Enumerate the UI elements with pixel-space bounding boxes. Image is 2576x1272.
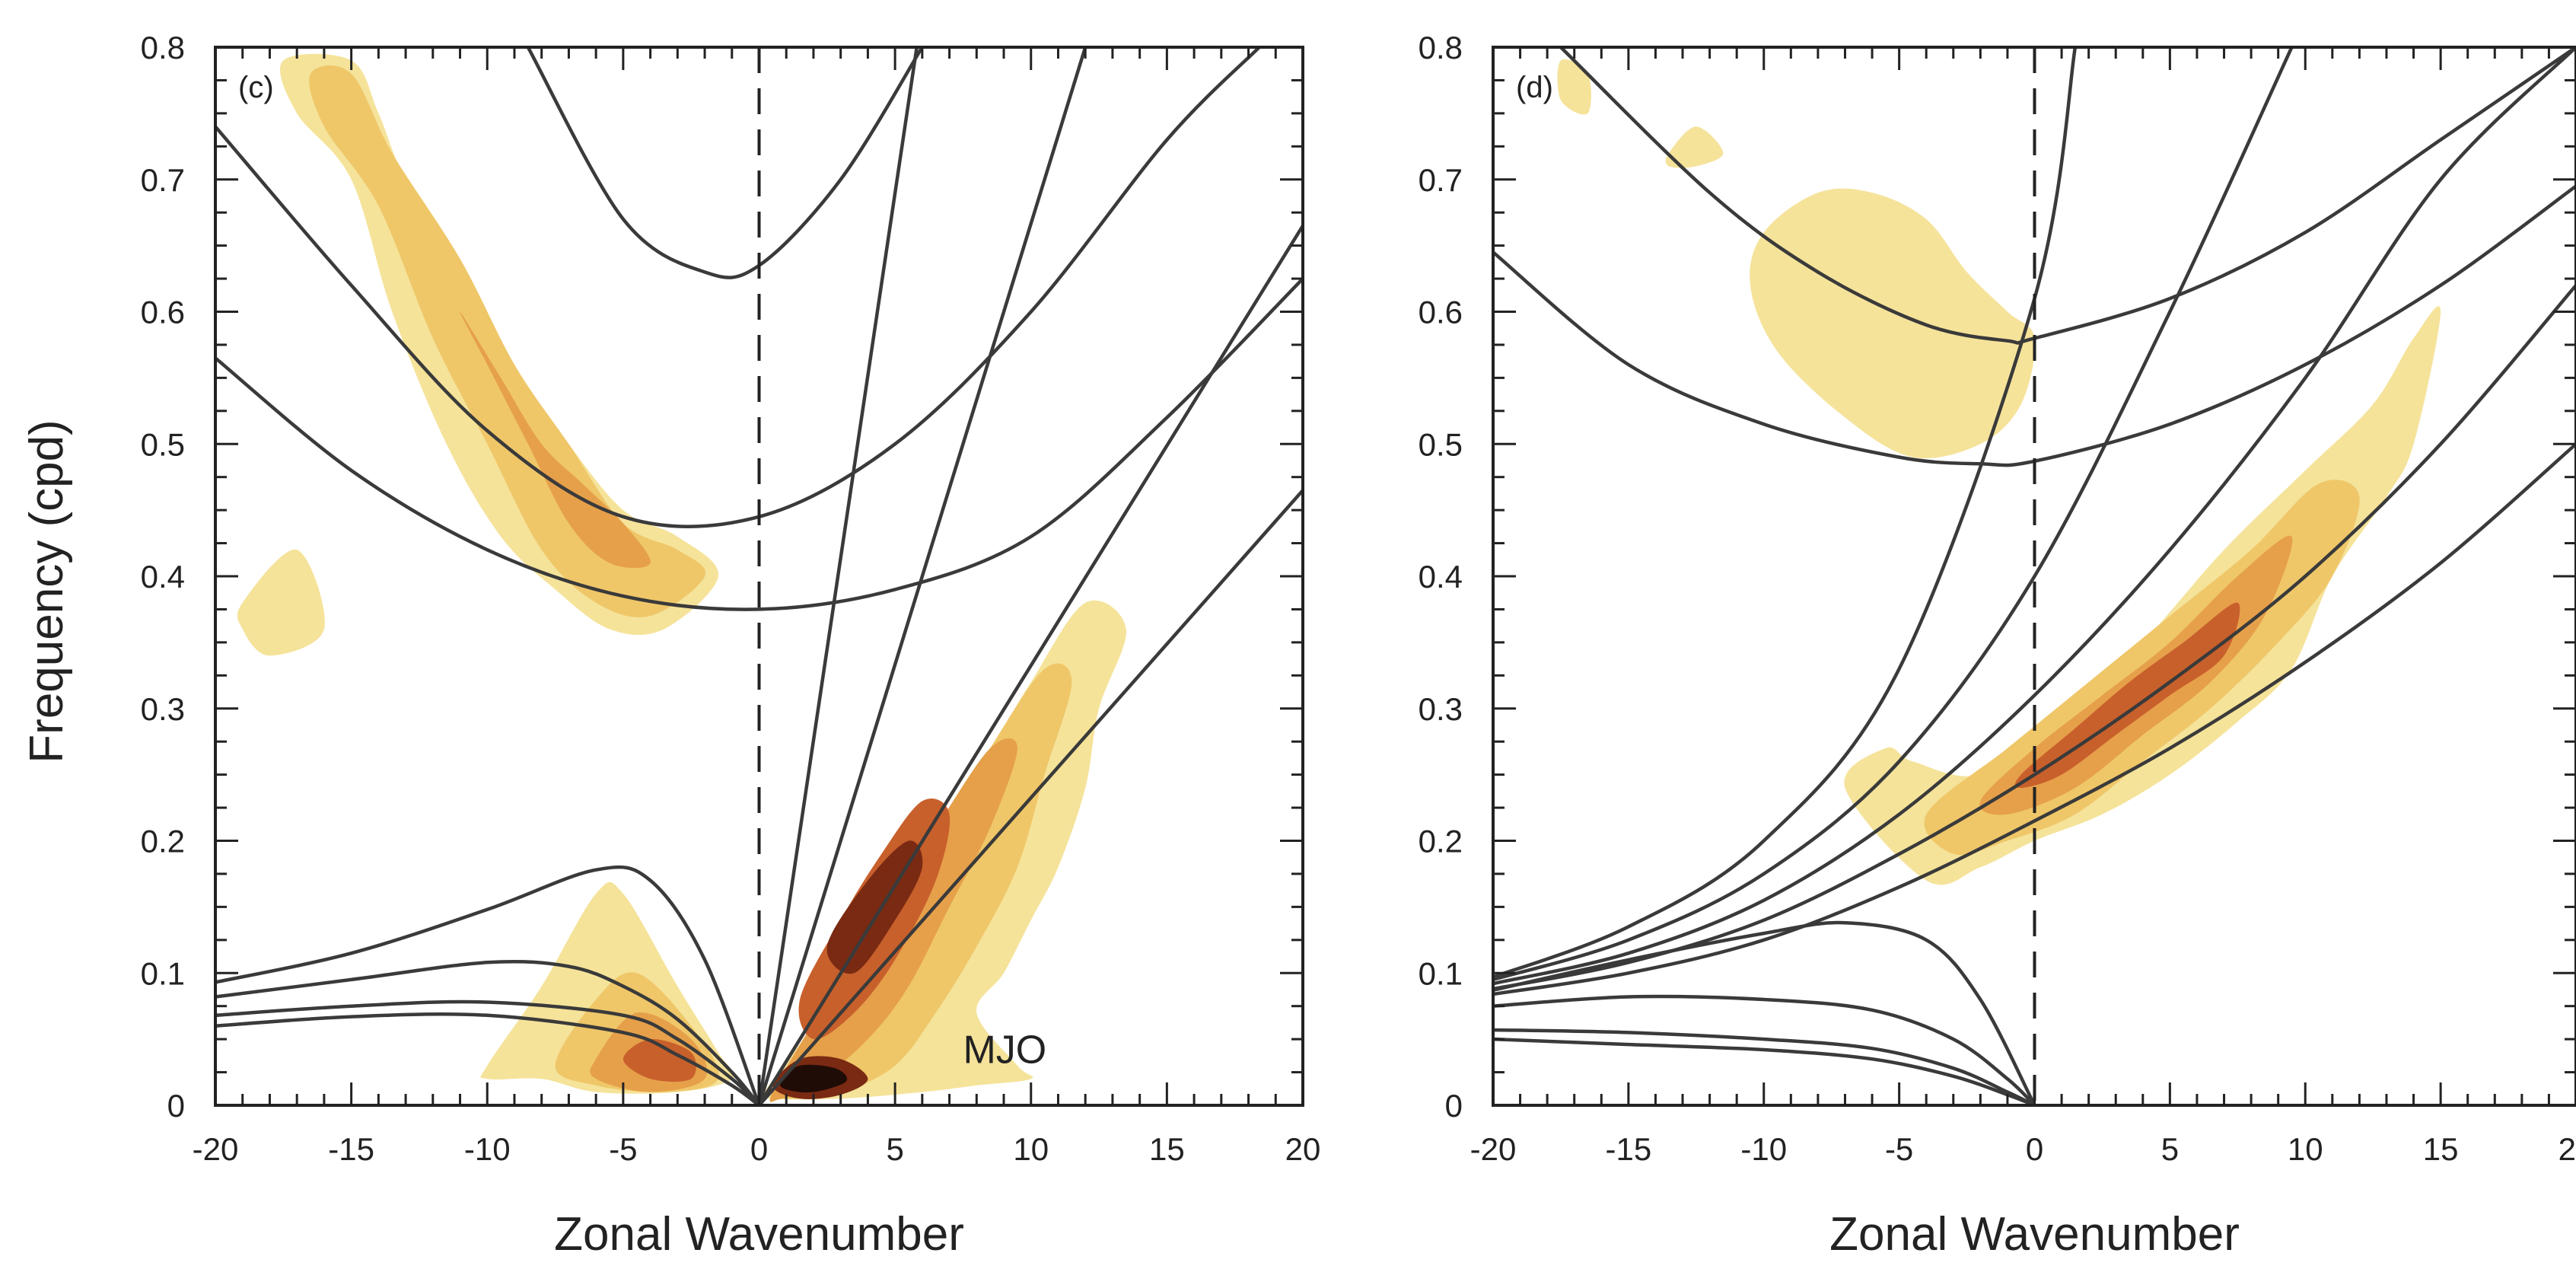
y-tick-label: 0.2 [141, 824, 185, 859]
power-contour-level-6 [779, 1064, 848, 1093]
dispersion-curve-ig [215, 276, 1303, 611]
power-contour-level-1 [1750, 188, 2036, 459]
y-tick-label: 0.8 [1419, 30, 1463, 65]
dispersion-curve-kelvin [757, 224, 1303, 1105]
y-tick-label: 0.6 [141, 295, 185, 330]
x-tick-label: 20 [1285, 1131, 1321, 1167]
y-tick-label: 0 [1445, 1088, 1463, 1124]
dispersion-curve-mrg [1493, 47, 2078, 979]
x-axis-title: Zonal Wavenumber [1829, 1208, 2240, 1261]
dispersion-curve-ig [1493, 184, 2576, 467]
y-tick-label: 0.4 [1419, 559, 1463, 595]
y-tick-label: 0.4 [141, 559, 185, 595]
x-tick-label: 0 [750, 1131, 768, 1167]
y-tick-label: 0.7 [1419, 162, 1463, 198]
dispersion-curve-er [1493, 1028, 2036, 1105]
dispersion-curve-ig [526, 47, 925, 279]
dispersion-curve-er [215, 865, 761, 1105]
x-tick-label: 5 [886, 1131, 903, 1167]
x-tick-label: 20 [2558, 1131, 2576, 1167]
power-contour-level-1 [237, 549, 325, 656]
y-tick-label: 0.3 [141, 691, 185, 727]
x-tick-label: 15 [2423, 1131, 2459, 1167]
dispersion-curve-er [1493, 994, 2036, 1105]
y-tick-label: 0 [167, 1088, 185, 1124]
y-tick-label: 0.6 [1419, 295, 1463, 330]
y-tick-label: 0.3 [1419, 691, 1463, 727]
dispersion-curve-er [1493, 1037, 2036, 1105]
power-contour-level-5 [826, 840, 923, 974]
x-tick-label: 10 [1013, 1131, 1049, 1167]
dispersion-curve-kelvin [757, 47, 1087, 1105]
panel-d: -20 -15 -10 -5 0 5 10 15 20 0 0.1 0.2 0.3 0.4 0.5 0.6 0.… [1419, 30, 2576, 1261]
power-contour-level-2 [309, 65, 706, 617]
y-tick-label: 0.5 [141, 426, 185, 462]
dispersion-curve-mrg [1493, 47, 2576, 986]
x-tick-label: 15 [1149, 1131, 1185, 1167]
panel-tag: (c) [238, 71, 274, 104]
power-contour-level-4 [2014, 602, 2240, 788]
x-tick-label: -10 [1740, 1131, 1787, 1167]
power-contour-level-1 [1844, 306, 2441, 885]
x-tick-label: 0 [2026, 1131, 2043, 1167]
x-tick-label: 10 [2288, 1131, 2323, 1167]
power-contour-level-3 [460, 311, 651, 569]
x-tick-label: -20 [193, 1131, 239, 1167]
y-tick-label: 0.5 [1419, 426, 1463, 462]
y-tick-label: 0.7 [141, 162, 185, 198]
y-tick-label: 0.1 [1419, 955, 1463, 991]
dispersion-curve-er [215, 1012, 761, 1105]
y-axis-title: Frequency (cpd) [21, 419, 73, 763]
x-tick-label: 5 [2161, 1131, 2179, 1167]
panel-c: -20 -15 -10 -5 0 5 10 15 20 0 0.1 0.2 0.3 0.4 0.5 0.6 0.… [21, 30, 1320, 1261]
dispersion-curve-er [1493, 920, 2036, 1105]
power-contour-level-4 [623, 1038, 696, 1082]
y-tick-label: 0.1 [141, 955, 185, 991]
x-tick-label: -5 [609, 1131, 637, 1167]
annotation-label: MJO [963, 1028, 1046, 1072]
dispersion-curve-mrg [1493, 442, 2576, 996]
x-tick-label: -15 [1606, 1131, 1652, 1167]
dispersion-curve-kelvin [757, 47, 919, 1105]
x-tick-label: -15 [328, 1131, 374, 1167]
power-contour-level-1 [1665, 126, 1724, 168]
dispersion-curve-er [215, 959, 761, 1105]
panel-tag: (d) [1516, 71, 1553, 104]
x-tick-label: -10 [464, 1131, 511, 1167]
dispersion-curve-mrg [1493, 47, 2294, 982]
x-tick-label: -5 [1885, 1131, 1913, 1167]
x-axis-title: Zonal Wavenumber [554, 1208, 964, 1261]
x-tick-label: -20 [1470, 1131, 1517, 1167]
power-contour-level-1 [1557, 59, 1591, 115]
y-tick-label: 0.8 [141, 30, 185, 65]
dispersion-curve-kelvin [757, 488, 1303, 1105]
dispersion-curve-er [215, 999, 761, 1105]
y-tick-label: 0.2 [1419, 824, 1463, 859]
